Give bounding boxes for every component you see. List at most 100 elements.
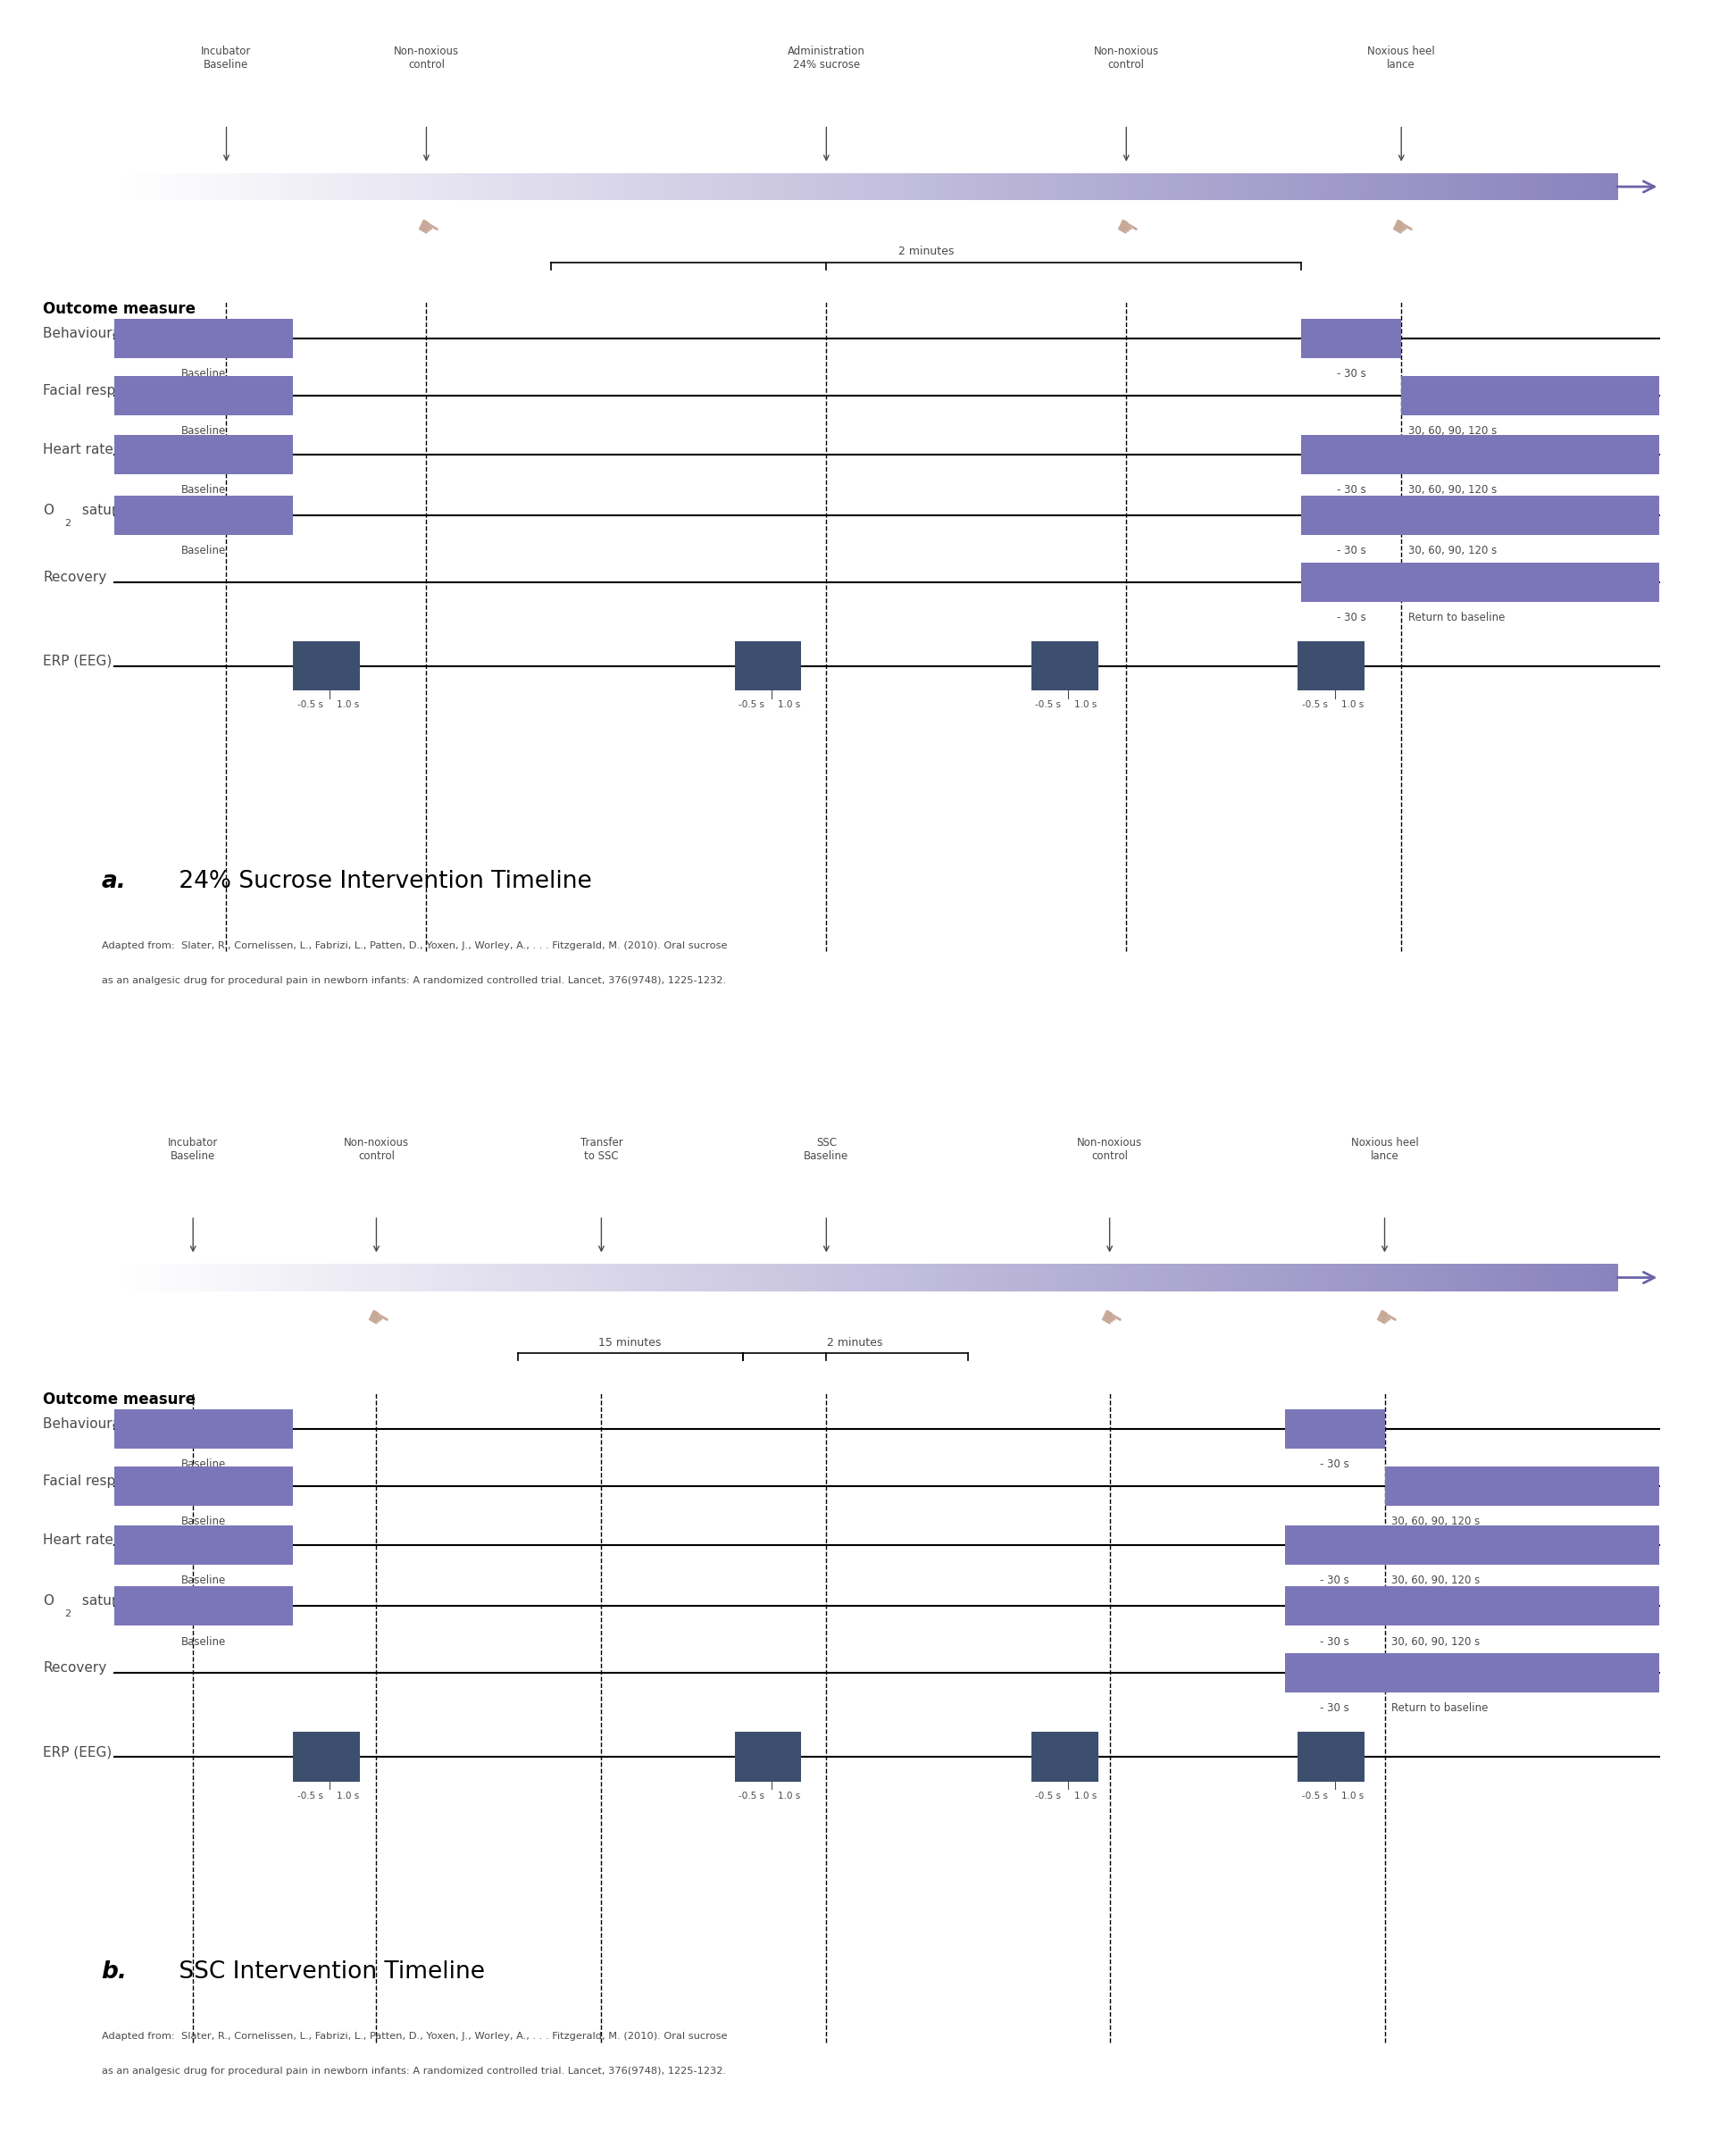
Text: 1.0 s: 1.0 s: [778, 1790, 800, 1801]
Bar: [1401, 376, 1660, 415]
Text: as an analgesic drug for procedural pain in newborn infants: A randomized contro: as an analgesic drug for procedural pain…: [101, 2066, 726, 2075]
Text: 24% Sucrose Intervention Timeline: 24% Sucrose Intervention Timeline: [172, 871, 592, 892]
Bar: [115, 376, 293, 415]
Text: 2 minutes: 2 minutes: [826, 1337, 882, 1348]
Bar: [1401, 496, 1660, 535]
Text: 30, 60, 90, 120 s: 30, 60, 90, 120 s: [1391, 1517, 1479, 1527]
Text: as an analgesic drug for procedural pain in newborn infants: A randomized contro: as an analgesic drug for procedural pain…: [101, 975, 726, 984]
Text: Heart rate: Heart rate: [43, 443, 113, 456]
Text: Non-noxious
control: Non-noxious control: [394, 45, 458, 71]
Text: Baseline: Baseline: [182, 545, 226, 556]
Text: Administration
24% sucrose: Administration 24% sucrose: [788, 45, 865, 71]
Text: 30, 60, 90, 120 s: 30, 60, 90, 120 s: [1408, 426, 1496, 436]
Text: 2: 2: [64, 520, 71, 528]
Text: ☛: ☛: [1385, 214, 1417, 246]
Bar: [1385, 1587, 1660, 1626]
Bar: [734, 1733, 802, 1782]
Bar: [293, 1733, 359, 1782]
Text: O: O: [43, 1594, 54, 1609]
Text: -0.5 s: -0.5 s: [1035, 699, 1061, 710]
Text: - 30 s: - 30 s: [1337, 612, 1366, 622]
Text: Return to baseline: Return to baseline: [1391, 1703, 1488, 1713]
Text: Adapted from:  Slater, R., Cornelissen, L., Fabrizi, L., Patten, D., Yoxen, J., : Adapted from: Slater, R., Cornelissen, L…: [101, 2032, 727, 2041]
Text: a.: a.: [101, 871, 127, 892]
Text: 1.0 s: 1.0 s: [1342, 699, 1364, 710]
Text: 30, 60, 90, 120 s: 30, 60, 90, 120 s: [1408, 483, 1496, 496]
Text: ☛: ☛: [410, 214, 443, 246]
Text: - 30 s: - 30 s: [1319, 1703, 1349, 1713]
Text: Facial response: Facial response: [43, 1474, 148, 1489]
Bar: [1302, 319, 1401, 357]
Text: Adapted from:  Slater, R., Cornelissen, L., Fabrizi, L., Patten, D., Yoxen, J., : Adapted from: Slater, R., Cornelissen, L…: [101, 941, 727, 950]
Text: SSC
Baseline: SSC Baseline: [804, 1136, 849, 1161]
Text: saturation: saturation: [78, 1594, 153, 1609]
Text: - 30 s: - 30 s: [1319, 1636, 1349, 1647]
Text: Behavioural state: Behavioural state: [43, 327, 163, 340]
Bar: [1031, 642, 1097, 691]
Text: Noxious heel
lance: Noxious heel lance: [1351, 1136, 1418, 1161]
Text: 30, 60, 90, 120 s: 30, 60, 90, 120 s: [1391, 1574, 1479, 1587]
Text: 1.0 s: 1.0 s: [1342, 1790, 1364, 1801]
Text: ☛: ☛: [361, 1305, 392, 1337]
Bar: [1302, 563, 1660, 601]
Bar: [115, 1410, 293, 1448]
Text: 15 minutes: 15 minutes: [599, 1337, 661, 1348]
Bar: [1285, 1653, 1660, 1692]
Text: ERP (EEG): ERP (EEG): [43, 1745, 113, 1758]
Bar: [1031, 1733, 1097, 1782]
Bar: [115, 1467, 293, 1506]
Bar: [115, 1525, 293, 1566]
Text: - 30 s: - 30 s: [1337, 368, 1366, 379]
Text: -0.5 s: -0.5 s: [297, 699, 323, 710]
Text: 1.0 s: 1.0 s: [778, 699, 800, 710]
Text: Baseline: Baseline: [182, 1517, 226, 1527]
Text: 1.0 s: 1.0 s: [1075, 699, 1097, 710]
Bar: [1285, 1410, 1385, 1448]
Text: Recovery: Recovery: [43, 571, 106, 584]
Text: 1.0 s: 1.0 s: [337, 699, 359, 710]
Text: - 30 s: - 30 s: [1319, 1574, 1349, 1587]
Text: -0.5 s: -0.5 s: [297, 1790, 323, 1801]
Bar: [115, 434, 293, 475]
Bar: [1299, 1733, 1364, 1782]
Bar: [1401, 434, 1660, 475]
Bar: [1385, 1467, 1660, 1506]
Text: Baseline: Baseline: [182, 1636, 226, 1647]
Text: -0.5 s: -0.5 s: [1302, 699, 1328, 710]
Bar: [115, 1587, 293, 1626]
Text: Non-noxious
control: Non-noxious control: [1094, 45, 1160, 71]
Text: Incubator
Baseline: Incubator Baseline: [201, 45, 252, 71]
Text: 1.0 s: 1.0 s: [337, 1790, 359, 1801]
Text: Baseline: Baseline: [182, 1459, 226, 1469]
Text: 2: 2: [64, 1611, 71, 1619]
Text: Baseline: Baseline: [182, 1574, 226, 1587]
Text: -0.5 s: -0.5 s: [1302, 1790, 1328, 1801]
Bar: [1285, 1525, 1385, 1566]
Text: ☛: ☛: [1111, 214, 1142, 246]
Bar: [293, 642, 359, 691]
Text: - 30 s: - 30 s: [1319, 1459, 1349, 1469]
Text: Heart rate: Heart rate: [43, 1534, 113, 1546]
Bar: [1285, 1587, 1385, 1626]
Text: Transfer
to SSC: Transfer to SSC: [580, 1136, 623, 1161]
Text: 30, 60, 90, 120 s: 30, 60, 90, 120 s: [1391, 1636, 1479, 1647]
Text: Noxious heel
lance: Noxious heel lance: [1368, 45, 1436, 71]
Text: -0.5 s: -0.5 s: [740, 1790, 764, 1801]
Text: saturation: saturation: [78, 503, 153, 518]
Text: Non-noxious
control: Non-noxious control: [1076, 1136, 1142, 1161]
Text: Outcome measure: Outcome measure: [43, 1392, 196, 1407]
Text: Facial response: Facial response: [43, 383, 148, 398]
Text: Return to baseline: Return to baseline: [1408, 612, 1505, 622]
Text: Baseline: Baseline: [182, 368, 226, 379]
Bar: [115, 319, 293, 357]
Text: O: O: [43, 503, 54, 518]
Text: Baseline: Baseline: [182, 483, 226, 496]
Text: Recovery: Recovery: [43, 1662, 106, 1675]
Text: 1.0 s: 1.0 s: [1075, 1790, 1097, 1801]
Text: - 30 s: - 30 s: [1337, 483, 1366, 496]
Text: Baseline: Baseline: [182, 426, 226, 436]
Text: Incubator
Baseline: Incubator Baseline: [168, 1136, 219, 1161]
Bar: [1302, 434, 1401, 475]
Text: 2 minutes: 2 minutes: [899, 246, 955, 257]
Text: ☛: ☛: [1368, 1305, 1401, 1337]
